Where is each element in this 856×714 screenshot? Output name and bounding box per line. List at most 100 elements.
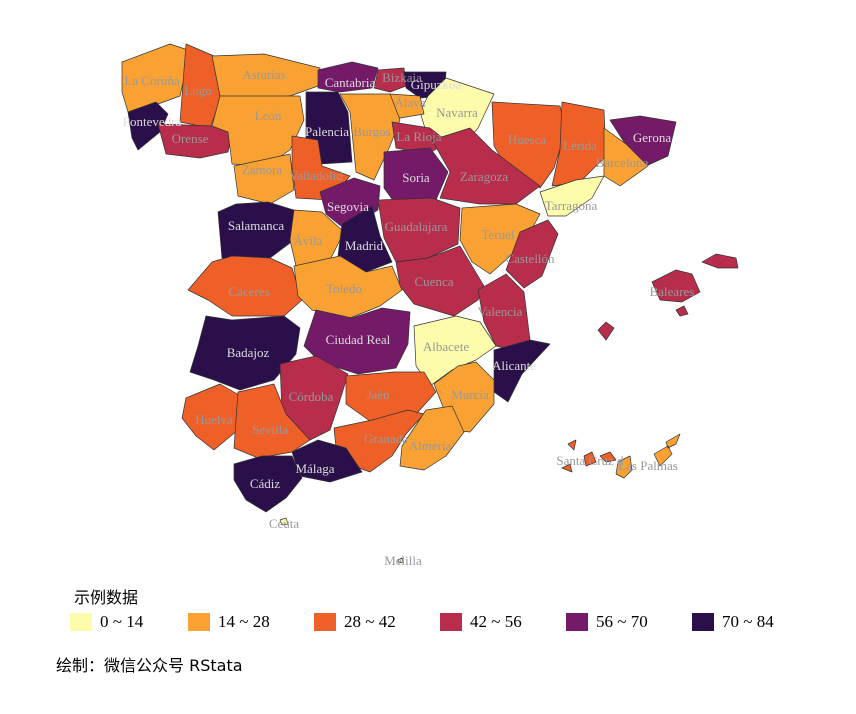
legend-label: 56 ~ 70 bbox=[596, 612, 648, 631]
label-soria: Soria bbox=[402, 170, 430, 185]
legend-item: 56 ~ 70 bbox=[566, 610, 648, 634]
legend-item: 28 ~ 42 bbox=[314, 610, 396, 634]
province-teruel bbox=[459, 203, 541, 275]
label-la-coruna: La Coruña bbox=[124, 73, 179, 88]
label-las-palmas: Las Palmas bbox=[618, 458, 678, 473]
legend-label: 0 ~ 14 bbox=[100, 612, 144, 631]
label-salamanca: Salamanca bbox=[228, 218, 285, 233]
label-baleares: Baleares bbox=[650, 284, 695, 299]
label-lugo: Lugo bbox=[184, 83, 211, 98]
label-malaga: Málaga bbox=[296, 461, 335, 476]
label-ceuta: Ceuta bbox=[269, 516, 300, 531]
province-barcelona bbox=[603, 127, 649, 187]
legend-swatch bbox=[70, 613, 92, 631]
label-segovia: Segovia bbox=[327, 199, 369, 214]
province-guadalajara bbox=[377, 197, 461, 263]
province-almeria bbox=[399, 405, 465, 471]
province-la-coruna bbox=[121, 43, 189, 119]
legend-item: 42 ~ 56 bbox=[440, 610, 522, 634]
legend-label: 14 ~ 28 bbox=[218, 612, 270, 631]
spain-choropleth-map: La Coruña Lugo Asturias Cantabria Bizkai… bbox=[121, 43, 739, 568]
label-caceres: Cáceres bbox=[228, 284, 269, 299]
label-la-rioja: La Rioja bbox=[396, 129, 441, 144]
label-pontevedra: Pontevedra bbox=[123, 114, 182, 129]
label-santa-cruz: Santa Cruz d bbox=[556, 453, 624, 468]
label-almeria: Almería bbox=[409, 438, 452, 453]
label-gipuzkoa: Gipuzkoa bbox=[411, 77, 462, 92]
legend: 0 ~ 14 14 ~ 28 28 ~ 42 42 ~ 56 56 ~ 70 7… bbox=[70, 610, 810, 634]
label-castellon: Castellón bbox=[505, 251, 555, 266]
province-gerona bbox=[609, 115, 677, 167]
province-burgos bbox=[339, 93, 401, 181]
label-gerona: Gerona bbox=[633, 130, 671, 145]
label-zaragoza: Zaragoza bbox=[460, 169, 509, 184]
label-palencia: Palencia bbox=[305, 124, 349, 139]
province-baleares bbox=[597, 253, 739, 341]
province-melilla bbox=[397, 557, 404, 564]
legend-swatch bbox=[566, 613, 588, 631]
label-toledo: Toledo bbox=[326, 281, 362, 296]
province-caceres bbox=[187, 255, 303, 317]
label-alava: Álava bbox=[394, 95, 425, 110]
province-madrid bbox=[337, 205, 393, 273]
label-asturias: Asturias bbox=[242, 67, 285, 82]
province-castellon bbox=[505, 219, 559, 289]
province-huelva bbox=[181, 383, 245, 451]
legend-item: 0 ~ 14 bbox=[70, 610, 143, 634]
legend-swatch bbox=[440, 613, 462, 631]
province-toledo bbox=[293, 255, 403, 319]
label-cordoba: Córdoba bbox=[289, 389, 334, 404]
province-sevilla bbox=[233, 383, 311, 459]
label-albacete: Albacete bbox=[423, 339, 469, 354]
legend-label: 70 ~ 84 bbox=[722, 612, 774, 631]
province-bizkaia bbox=[373, 67, 407, 93]
province-ciudad-real bbox=[303, 307, 411, 375]
province-cadiz bbox=[233, 455, 303, 513]
province-cantabria bbox=[317, 61, 379, 93]
label-murcia: Murcia bbox=[451, 387, 489, 402]
label-granada: Granada bbox=[364, 431, 408, 446]
label-ciudad-real: Ciudad Real bbox=[326, 332, 391, 347]
label-guadalajara: Guadalajara bbox=[385, 219, 448, 234]
label-jaen: Jaén bbox=[366, 387, 390, 402]
label-leon: León bbox=[255, 108, 282, 123]
label-orense: Orense bbox=[172, 131, 209, 146]
label-burgos: Burgos bbox=[353, 124, 390, 139]
label-huesca: Huesca bbox=[508, 132, 546, 147]
province-las-palmas bbox=[615, 433, 681, 479]
province-badajoz bbox=[189, 315, 301, 391]
legend-label: 28 ~ 42 bbox=[344, 612, 396, 631]
legend-swatch bbox=[314, 613, 336, 631]
label-madrid: Madrid bbox=[345, 238, 384, 253]
label-zamora: Zamora bbox=[242, 162, 283, 177]
label-tarragona: Tarragona bbox=[545, 198, 598, 213]
legend-item: 70 ~ 84 bbox=[692, 610, 774, 634]
label-valencia: Valencia bbox=[478, 304, 523, 319]
caption: 绘制：微信公众号 RStata bbox=[56, 656, 243, 675]
province-tarragona bbox=[539, 175, 605, 217]
label-barcelona: Barcelona bbox=[596, 155, 649, 170]
label-cantabria: Cantabria bbox=[325, 75, 376, 90]
legend-swatch bbox=[692, 613, 714, 631]
province-jaen bbox=[345, 371, 437, 425]
province-zamora bbox=[233, 153, 295, 205]
label-sevilla: Sevilla bbox=[252, 422, 288, 437]
legend-item: 14 ~ 28 bbox=[188, 610, 270, 634]
label-huelva: Huelva bbox=[195, 412, 233, 427]
label-cadiz: Cádiz bbox=[250, 476, 281, 491]
label-lerida: Lérida bbox=[563, 138, 597, 153]
label-melilla: Melilla bbox=[384, 553, 422, 568]
province-santa-cruz bbox=[561, 439, 617, 473]
label-teruel: Teruel bbox=[481, 227, 514, 242]
province-ceuta bbox=[279, 517, 289, 526]
label-alicante: Alicante bbox=[492, 358, 536, 373]
legend-label: 42 ~ 56 bbox=[470, 612, 522, 631]
label-navarra: Navarra bbox=[436, 105, 478, 120]
label-badajoz: Badajoz bbox=[227, 345, 270, 360]
legend-title: 示例数据 bbox=[74, 588, 139, 607]
label-bizkaia: Bizkaia bbox=[382, 70, 422, 85]
label-avila: Ávila bbox=[294, 233, 323, 248]
label-cuenca: Cuenca bbox=[415, 274, 454, 289]
legend-swatch bbox=[188, 613, 210, 631]
label-valladolid: Valladolid bbox=[289, 168, 343, 183]
